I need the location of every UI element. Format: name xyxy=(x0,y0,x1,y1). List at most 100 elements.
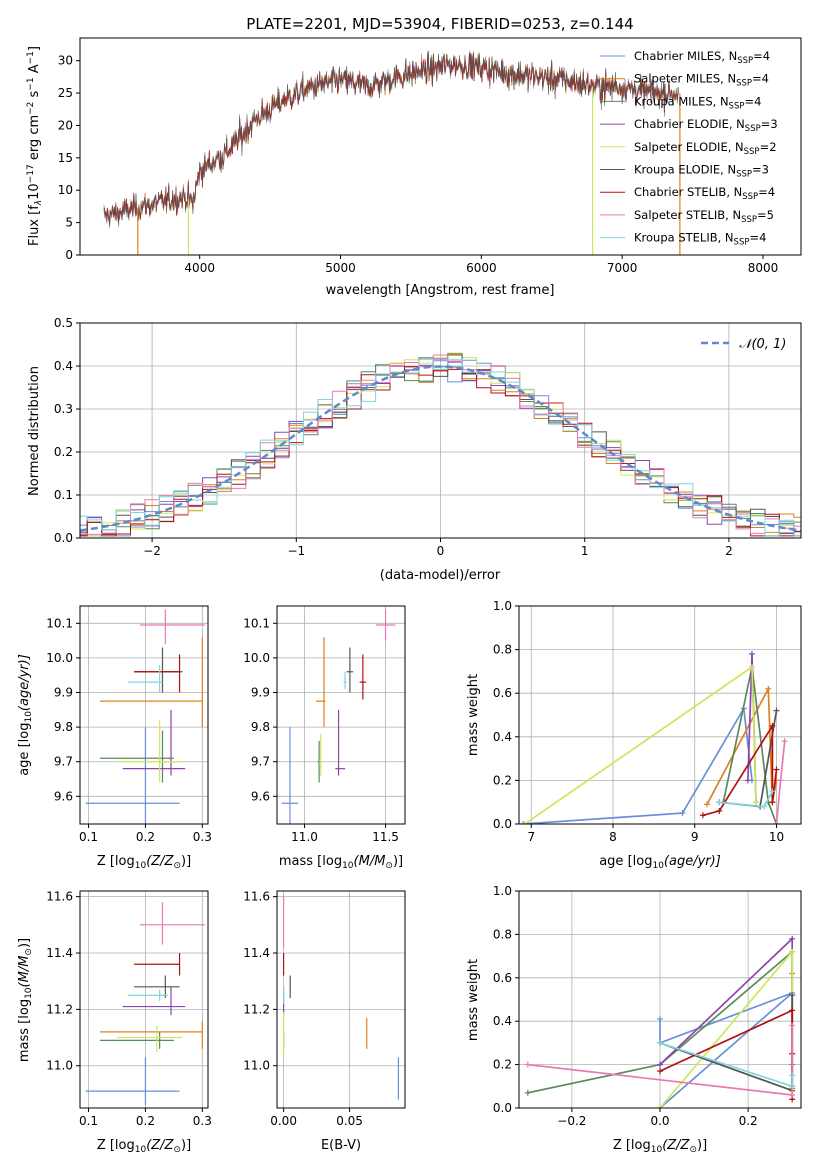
weight-line xyxy=(659,1009,794,1100)
legend-label: Kroupa ELODIE, NSSP=3 xyxy=(634,163,769,180)
x-tick-label: −0.2 xyxy=(557,1114,586,1128)
legend-label-sub: SSP xyxy=(736,79,752,89)
y-tick-label: 11.6 xyxy=(46,890,73,904)
y-tick-label: 9.7 xyxy=(251,755,270,769)
legend-label-sub: SSP xyxy=(745,124,761,134)
y-tick-label: 11.4 xyxy=(46,946,73,960)
legend-label-suffix: =3 xyxy=(752,163,769,177)
legend-label-suffix: =5 xyxy=(757,208,774,222)
x-tick-label: 0.2 xyxy=(136,830,155,844)
y-tick-label: 0.4 xyxy=(493,730,512,744)
x-tick-label: 2 xyxy=(725,544,733,558)
clipped-marks xyxy=(281,609,396,824)
spectrum-ylabel: Flux [fλ10−17 erg cm−2 s−1 A−1] xyxy=(26,46,44,246)
weight-line xyxy=(659,992,793,1108)
residuals-legend: 𝒩(0, 1) xyxy=(701,337,786,352)
weight-vs-age-panel: 7 8 9 10 0.0 0.2 0.4 0.6 0.8 1.0 age [log10(age/y… xyxy=(466,599,802,871)
y-tick-label: 0.2 xyxy=(54,445,73,459)
x-tick-label: 7000 xyxy=(607,261,638,275)
mass-vs-Z-xlabel: Z [log10(Z/Z⊙)] xyxy=(97,1138,191,1155)
x-tick-label: 8 xyxy=(609,830,617,844)
x-tick-label: 0.05 xyxy=(336,1114,363,1128)
y-tick-label: 10.1 xyxy=(243,616,270,630)
y-tick-label: 9.8 xyxy=(54,720,73,734)
y-tick-label: 1.0 xyxy=(493,884,512,898)
y-tick-label: 11.6 xyxy=(243,890,270,904)
legend-label-sub: SSP xyxy=(741,215,757,225)
y-tick-label: 9.9 xyxy=(54,686,73,700)
y-tick-label: 0 xyxy=(65,248,73,262)
x-tick-label: −2 xyxy=(143,544,161,558)
clipped-marks xyxy=(524,935,796,1108)
y-tick-label: 0.0 xyxy=(493,817,512,831)
weight-vs-age-ylabel: mass weight xyxy=(466,674,481,756)
weight-vs-Z-xlabel: Z [log10(Z/Z⊙)] xyxy=(613,1138,707,1155)
legend-label: Chabrier ELODIE, NSSP=3 xyxy=(634,117,778,134)
legend-label-main: Salpeter STELIB, N xyxy=(634,208,741,222)
y-tick-label: 15 xyxy=(58,151,73,165)
y-tick-label: 9.7 xyxy=(54,755,73,769)
x-tick-label: 0 xyxy=(437,544,445,558)
histogram-step xyxy=(80,354,801,535)
spectrum-axes-frame xyxy=(79,37,802,256)
normal-curve xyxy=(80,365,801,532)
y-tick-label: 0.6 xyxy=(493,971,512,985)
y-tick-label: 0.2 xyxy=(493,1058,512,1072)
y-tick-label: 10 xyxy=(58,183,73,197)
legend-label: Salpeter MILES, NSSP=4 xyxy=(634,72,769,89)
x-tick-label: 0.3 xyxy=(193,1114,212,1128)
mass-vs-Z-panel: 0.1 0.2 0.3 11.0 11.2 11.4 11.6 Z [log10(Z/Z⊙)… xyxy=(17,890,212,1155)
legend-label-main: Salpeter MILES, N xyxy=(634,72,736,86)
weight-line xyxy=(722,666,778,824)
y-tick-label: 11.0 xyxy=(46,1059,73,1073)
age-vs-Z-axes-frame xyxy=(79,605,209,825)
legend-label: Kroupa MILES, NSSP=4 xyxy=(634,94,761,111)
y-tick-label: 9.9 xyxy=(251,686,270,700)
y-tick-label: 11.0 xyxy=(243,1059,270,1073)
residuals-xlabel: (data-model)/error xyxy=(380,568,501,583)
weight-vs-Z-ylabel: mass weight xyxy=(466,959,481,1041)
y-tick-label: 10.0 xyxy=(46,651,73,665)
legend-label: Salpeter ELODIE, NSSP=2 xyxy=(634,140,777,157)
x-tick-label: 0.00 xyxy=(270,1114,297,1128)
legend-label-suffix: =4 xyxy=(752,72,769,86)
histogram-step xyxy=(80,354,801,537)
clipped-marks xyxy=(282,896,400,1100)
clipped-marks xyxy=(520,650,788,824)
spectrum-xlabel: wavelength [Angstrom, rest frame] xyxy=(326,283,555,298)
mass-vs-EBV-xlabel: E(B-V) xyxy=(321,1138,361,1153)
y-tick-label: 9.6 xyxy=(54,789,73,803)
y-tick-label: 9.8 xyxy=(251,720,270,734)
weight-vs-Z-axes-frame xyxy=(518,890,802,1109)
mass-vs-Z-axes-frame xyxy=(79,890,209,1109)
x-tick-label: 9 xyxy=(691,830,699,844)
x-tick-label: 1 xyxy=(581,544,589,558)
x-tick-label: 8000 xyxy=(748,261,779,275)
y-tick-label: 11.4 xyxy=(243,946,270,960)
x-tick-label: 0.1 xyxy=(79,1114,98,1128)
spectrum-panel: PLATE=2201, MJD=53904, FIBERID=0253, z=0… xyxy=(26,15,802,298)
legend-label-suffix: =4 xyxy=(753,49,770,63)
legend-label-main: Chabrier ELODIE, N xyxy=(634,117,745,131)
y-tick-label: 0.1 xyxy=(54,488,73,502)
weight-line xyxy=(523,705,753,824)
residuals-axes-frame xyxy=(79,322,802,539)
legend-label-main: Chabrier MILES, N xyxy=(634,49,737,63)
age-vs-mass-xlabel: mass [log10(M/M⊙)] xyxy=(279,854,403,871)
y-tick-label: 0.4 xyxy=(54,359,73,373)
mass-vs-Z-ylabel: mass [log10(M/M⊙)] xyxy=(17,938,34,1062)
x-tick-label: 0.2 xyxy=(136,1114,155,1128)
y-tick-label: 0.0 xyxy=(493,1101,512,1115)
x-tick-label: 7 xyxy=(527,830,535,844)
clipped-marks xyxy=(80,352,801,537)
legend-label: Salpeter STELIB, NSSP=5 xyxy=(634,208,774,225)
residuals-ylabel: Normed distribution xyxy=(27,366,42,496)
spectrum-title: PLATE=2201, MJD=53904, FIBERID=0253, z=0… xyxy=(246,15,633,33)
legend-label: Chabrier STELIB, NSSP=4 xyxy=(634,185,775,202)
x-tick-label: 10 xyxy=(769,830,784,844)
y-tick-label: 0.4 xyxy=(493,1014,512,1028)
age-vs-mass-axes-frame xyxy=(276,605,406,825)
y-tick-label: 0.8 xyxy=(493,643,512,657)
